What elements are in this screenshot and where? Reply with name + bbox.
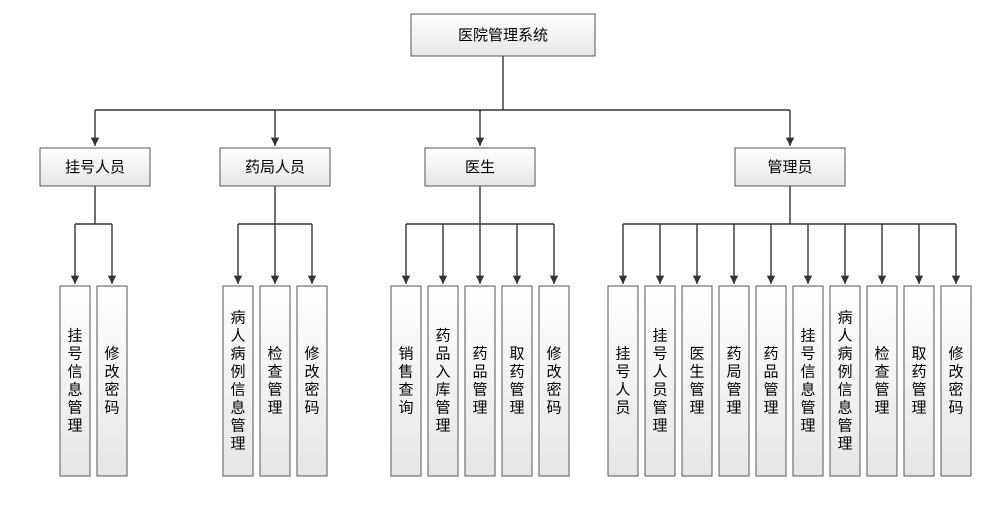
leaf-ad-doc-label: 医生管理: [689, 346, 704, 417]
leaf-dr-take-label: 取药管理: [509, 346, 524, 417]
leaf-ph-case-label: 病人病例信息管理: [230, 310, 245, 453]
group-admin-label: 管理员: [767, 159, 812, 176]
leaf-ad-reg-label: 挂号人员: [615, 346, 630, 417]
leaf-reg-pwd-label: 修改密码: [104, 346, 119, 417]
group-doctor-label: 医生: [465, 159, 495, 176]
leaf-dr-drug-label: 药品管理: [472, 346, 487, 417]
root-node-label: 医院管理系统: [458, 26, 548, 44]
leaf-ad-reginfo-label: 挂号信息管理: [800, 328, 815, 435]
leaf-ad-case-label: 病人病例信息管理: [837, 310, 852, 453]
org-chart: 医院管理系统挂号人员挂号信息管理修改密码药局人员病人病例信息管理检查管理修改密码…: [0, 0, 1006, 510]
leaf-reg-info-label: 挂号信息管理: [67, 328, 82, 435]
leaf-dr-pwd-label: 修改密码: [546, 346, 561, 417]
leaf-ph-check-label: 检查管理: [267, 346, 282, 417]
leaf-ad-drug-label: 药品管理: [763, 346, 778, 417]
leaf-ad-regmgr-label: 挂号人员管理: [652, 328, 667, 435]
leaf-dr-drugin-label: 药品入库管理: [435, 328, 450, 435]
leaf-ad-pharm-label: 药局管理: [726, 346, 741, 417]
leaf-dr-sales-label: 销售查询: [398, 346, 413, 417]
leaf-ad-check-label: 检查管理: [874, 346, 889, 417]
group-pharmacy-label: 药局人员: [245, 159, 305, 176]
leaf-ph-pwd-label: 修改密码: [304, 346, 319, 417]
leaf-ad-pwd-label: 修改密码: [948, 346, 963, 417]
group-registrar-label: 挂号人员: [65, 159, 125, 176]
leaf-ad-take-label: 取药管理: [911, 346, 926, 417]
